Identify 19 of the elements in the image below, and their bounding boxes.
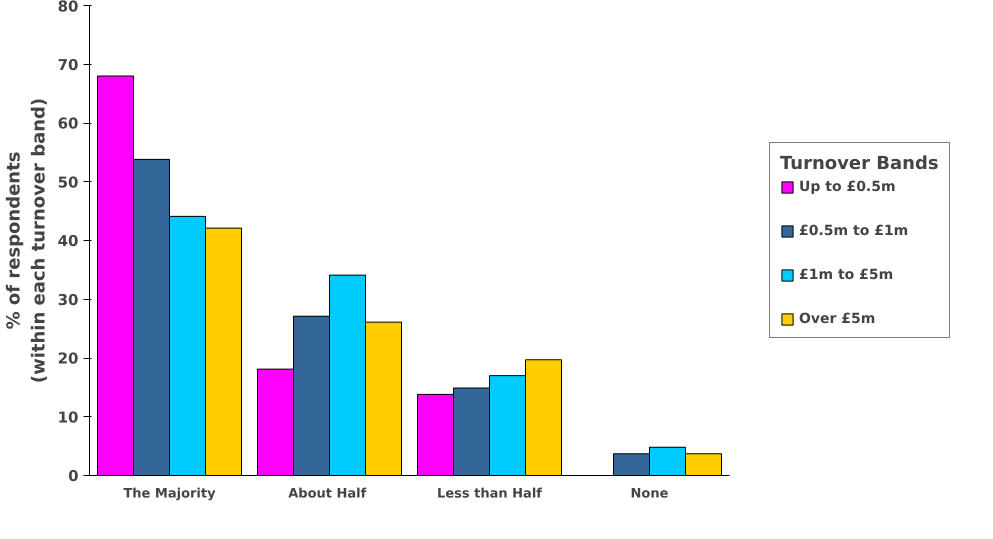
y-tick-label: 10 [58,408,78,426]
y-tick-label: 50 [58,173,78,192]
x-tick-label: About Half [288,486,367,502]
y-tick-label: 60 [58,114,78,132]
x-tick-label: None [630,486,669,502]
x-tick-label: The Majority [123,486,216,502]
y-tick-label: 30 [58,290,78,309]
y-tick-label: 0 [68,467,78,485]
y-tick-label: 70 [58,56,78,74]
legend-label: £0.5m to £1m [799,223,908,239]
legend-title: Turnover Bands [780,153,939,174]
legend-label: £1m to £5m [799,267,894,283]
y-tick-label: 20 [58,350,78,368]
y-tick-label: 40 [58,232,78,250]
legend-label: Over £5m [799,311,876,327]
legend-label: Up to £0.5m [799,179,896,195]
y-axis-title: % of respondents (within each turnover band) [3,98,50,384]
y-tick-label: 80 [58,0,78,16]
x-tick-label: Less than Half [437,486,542,502]
